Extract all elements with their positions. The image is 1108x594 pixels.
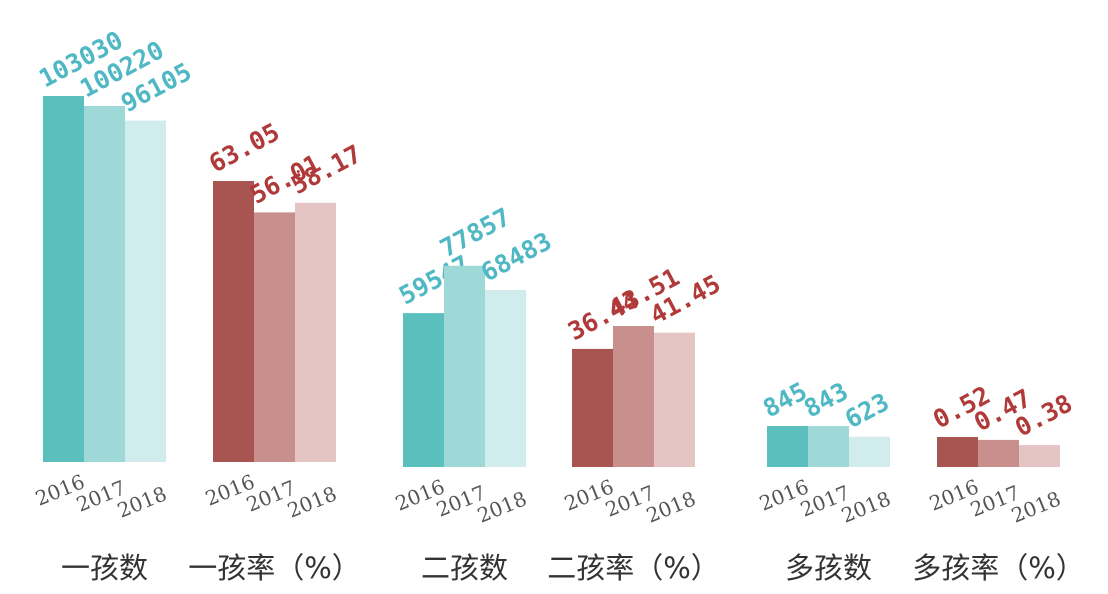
bar-1-2: [295, 202, 336, 462]
bar-3-0: [572, 348, 613, 467]
bar-5-2: [1019, 445, 1060, 467]
bar-2-0: [403, 313, 444, 467]
group-label: 一孩数: [61, 551, 148, 585]
bar-3-1: [613, 326, 654, 467]
bar-3-2: [654, 332, 695, 467]
bar-5-1: [978, 439, 1019, 467]
value-label: 58.17: [286, 139, 366, 200]
bar-1-1: [254, 212, 295, 462]
bar-4-2: [849, 436, 890, 467]
bar-0-2: [125, 120, 166, 463]
group-label: 一孩率（%）: [188, 551, 361, 585]
bar-4-0: [767, 426, 808, 467]
bar-2-1: [444, 265, 485, 467]
group-label: 二孩率（%）: [547, 551, 720, 585]
bar-1-0: [213, 181, 254, 462]
bar-0-1: [84, 105, 125, 462]
bar-0-0: [43, 96, 84, 462]
bar-4-1: [808, 426, 849, 467]
bar-2-2: [485, 290, 526, 467]
group-label: 二孩数: [421, 551, 508, 585]
group-label: 多孩率（%）: [912, 551, 1085, 585]
bar-5-0: [937, 437, 978, 467]
group-label: 多孩数: [785, 551, 872, 585]
